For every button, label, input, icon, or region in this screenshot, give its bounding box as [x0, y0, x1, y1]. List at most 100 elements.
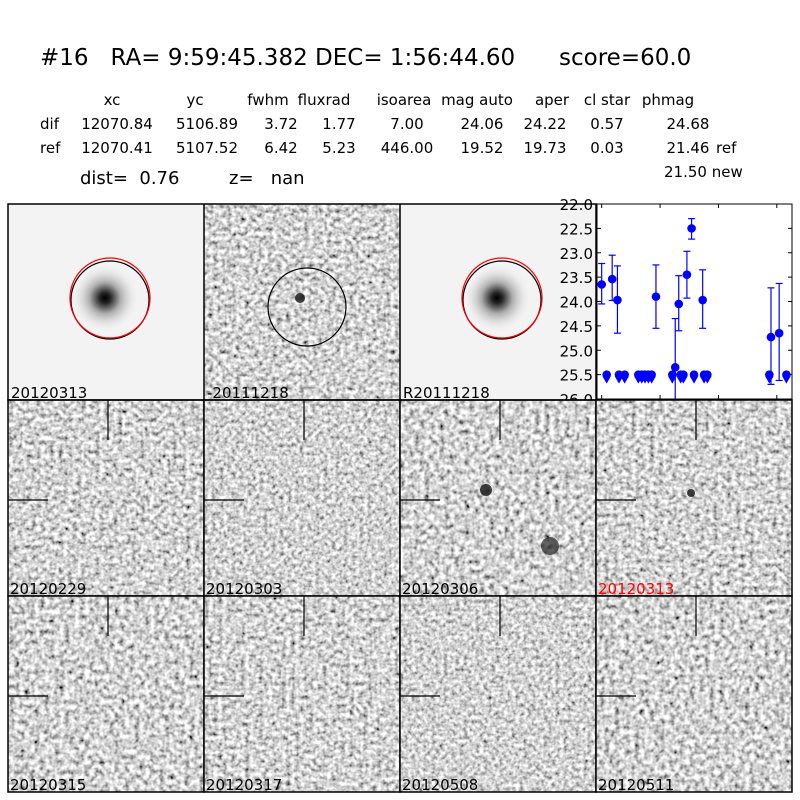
magnitude-marker	[698, 295, 707, 305]
z-value: z= nan	[229, 168, 305, 189]
galaxy-source	[463, 264, 531, 332]
y-tick-label: 25.5	[560, 367, 593, 385]
y-tick-label: 22.0	[560, 196, 593, 214]
stamp-label: 20120303	[206, 580, 282, 598]
column-header: fwhm	[247, 91, 288, 109]
cell-value: 5107.52	[176, 139, 238, 157]
stamp-label: 20120315	[10, 776, 86, 794]
stamp-science: 20120313	[8, 204, 204, 402]
cell-value: 19.73	[524, 139, 567, 157]
upper-limit-point	[602, 370, 611, 384]
upper-limit-point	[782, 370, 791, 384]
column-header: cl star	[584, 91, 631, 109]
y-tick-label: 22.5	[560, 220, 593, 238]
magnitude-marker	[687, 224, 696, 233]
measurement-table: xc yc fwhm fluxrad isoarea mag auto aper cl sta…	[40, 91, 743, 189]
magnitude-marker	[766, 332, 776, 342]
column-header: yc	[186, 91, 203, 109]
aperture-circle	[462, 260, 542, 340]
stamp-label: 20120229	[10, 580, 86, 598]
stamp-difference: -20111218	[204, 204, 400, 402]
upper-limit-point	[647, 370, 656, 384]
column-header: xc	[104, 91, 121, 109]
stamp-reference: R20111218	[400, 204, 596, 402]
detection-point	[766, 287, 776, 385]
cell-value: 3.72	[264, 115, 297, 133]
detection-point	[613, 265, 622, 334]
cell-value: 5106.89	[176, 115, 238, 133]
stamp-epoch: 20120511	[595, 595, 793, 794]
cell-value: 446.00	[381, 139, 434, 157]
stamp-label: R20111218	[403, 384, 490, 402]
column-header: mag auto	[441, 91, 513, 109]
dist-value: dist= 0.76	[80, 168, 179, 189]
magnitude-marker	[607, 274, 617, 284]
stamp-label: -20111218	[207, 384, 289, 402]
aperture-circle	[267, 267, 347, 347]
row-suffix: ref	[716, 139, 737, 157]
stamp-label: 20120313	[598, 580, 674, 598]
cell-value: 0.03	[590, 139, 623, 157]
magnitude-marker	[682, 270, 692, 279]
cell-value: 21.46	[667, 139, 710, 157]
detection-point	[607, 254, 617, 302]
upper-limit-point	[703, 370, 712, 384]
y-tick-label: 23.5	[560, 269, 593, 287]
aperture-circle	[70, 260, 150, 340]
detection-point	[687, 218, 696, 240]
detection-point	[698, 269, 707, 329]
magnitude-marker	[670, 363, 680, 372]
aperture-circle-red	[69, 257, 151, 339]
magnitude-marker	[597, 280, 606, 289]
cell-value: 6.42	[264, 139, 297, 157]
stamp-borders	[7, 203, 597, 401]
y-tick-label: 23.0	[560, 245, 593, 263]
stamp-label: 20120306	[402, 580, 478, 598]
candidate-title: #16 RA= 9:59:45.382 DEC= 1:56:44.60 scor…	[40, 45, 691, 71]
upper-limit-point	[668, 370, 677, 384]
table-row: ref 12070.41 5107.52 6.42 5.23 446.00 19.52 19.…	[40, 139, 737, 157]
stamp-epoch: 20120303	[203, 399, 401, 598]
stamp-epoch: 20120229	[7, 399, 205, 598]
stamp-epoch: 20120508	[399, 595, 597, 794]
row-label: ref	[40, 139, 61, 157]
column-header: fluxrad	[298, 91, 351, 109]
column-header: aper	[535, 91, 570, 109]
detection-point	[774, 282, 784, 382]
upper-limit-point	[689, 370, 699, 384]
y-tick-label: 25.0	[560, 342, 593, 360]
detection-point	[674, 275, 684, 332]
row-label: dif	[40, 115, 60, 133]
stamp-epoch: 20120306	[399, 399, 597, 598]
detection-point	[670, 317, 680, 399]
magnitude-marker	[613, 295, 622, 305]
cell-value: 1.77	[322, 115, 355, 133]
cell-value: 12070.41	[81, 139, 153, 157]
y-tick-label: 24.5	[560, 318, 593, 336]
stamp-epoch: 20120317	[203, 595, 401, 794]
magnitude-marker	[774, 328, 784, 338]
upper-limit-point	[679, 370, 688, 384]
table-row: dif 12070.84 5106.89 3.72 1.77 7.00 24.06 24.22…	[40, 115, 709, 133]
stamp-label: 20120313	[11, 384, 87, 402]
magnitude-marker	[674, 299, 684, 309]
cell-value: 5.23	[322, 139, 355, 157]
new-phmag: 21.50 new	[664, 163, 743, 181]
cell-value: 0.57	[590, 115, 623, 133]
detection-point	[597, 262, 606, 305]
cell-value: 12070.84	[81, 115, 153, 133]
cell-value: 24.68	[667, 115, 710, 133]
column-header: phmag	[642, 91, 694, 109]
y-tick-label: 24.0	[560, 294, 593, 312]
cell-value: 24.06	[461, 115, 504, 133]
stamp-epoch: 20120315	[7, 595, 205, 794]
column-header: isoarea	[377, 91, 432, 109]
galaxy-source	[71, 264, 139, 332]
detection-point	[682, 250, 692, 299]
cell-value: 24.22	[524, 115, 567, 133]
stamp-epoch: 20120313	[595, 399, 793, 598]
difference-source	[295, 293, 305, 303]
detection-point	[651, 264, 661, 329]
magnitude-marker	[651, 292, 661, 301]
